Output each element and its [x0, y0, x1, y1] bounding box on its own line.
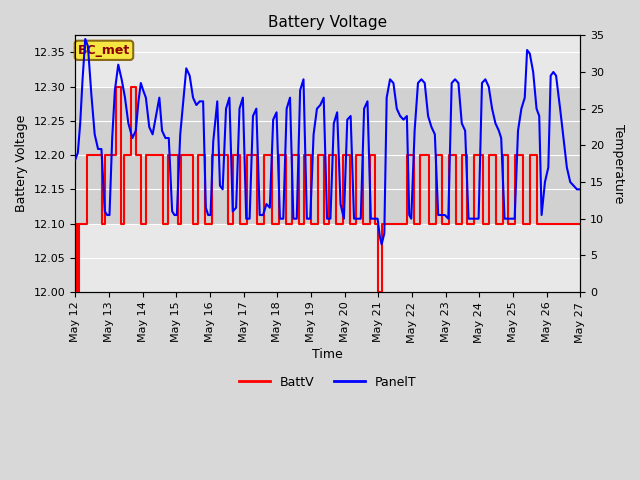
Text: BC_met: BC_met: [78, 44, 130, 57]
Y-axis label: Battery Voltage: Battery Voltage: [15, 115, 28, 212]
Bar: [75, 87, 580, 224]
Y-axis label: Temperature: Temperature: [612, 124, 625, 204]
X-axis label: Time: Time: [312, 348, 343, 361]
Title: Battery Voltage: Battery Voltage: [268, 15, 387, 30]
Legend: BattV, PanelT: BattV, PanelT: [234, 371, 422, 394]
